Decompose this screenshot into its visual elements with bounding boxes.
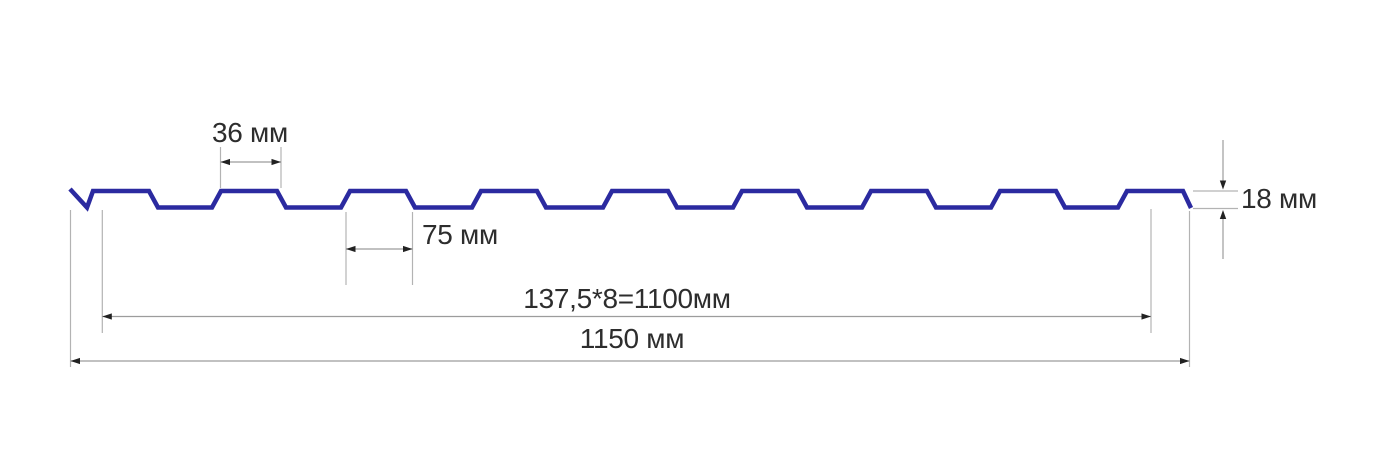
sheet-profile-outline bbox=[68, 187, 1194, 212]
dimension-arrowheads bbox=[70, 158, 1227, 365]
dim-label-overall-width: 1150 мм bbox=[579, 323, 685, 354]
dim-label-rib-top-width: 36 мм bbox=[212, 117, 288, 148]
dim-label-rib-base-width: 75 мм bbox=[422, 219, 498, 250]
dimension-lines bbox=[70, 140, 1224, 362]
extension-lines bbox=[69, 147, 1238, 367]
dim-label-profile-height: 18 мм bbox=[1241, 183, 1317, 214]
dim-label-working-width: 137,5*8=1100мм bbox=[523, 283, 731, 314]
